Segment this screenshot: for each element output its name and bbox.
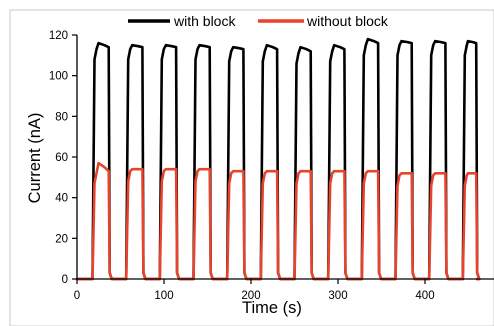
x-tick-label-300: 300 <box>328 290 347 302</box>
x-tick-label-400: 400 <box>415 290 434 302</box>
y-tick-label-20: 20 <box>55 233 68 245</box>
y-axis-ticks: 0 20 40 60 80 100 120 <box>49 30 77 286</box>
chart-border <box>9 9 494 326</box>
y-tick-label-120: 120 <box>49 30 68 42</box>
y-tick-label-80: 80 <box>55 111 68 123</box>
y-tick-label-0: 0 <box>62 274 68 286</box>
legend-label-with-block: with block <box>173 13 236 29</box>
y-tick-label-40: 40 <box>55 193 68 205</box>
x-tick-label-0: 0 <box>74 290 80 302</box>
y-tick-label-60: 60 <box>55 152 68 164</box>
x-axis-ticks: 0 100 200 300 400 <box>74 279 435 302</box>
legend: with block without block <box>128 13 389 29</box>
x-tick-label-100: 100 <box>154 290 173 302</box>
y-tick-label-100: 100 <box>49 71 68 83</box>
y-axis-title: Current (nA) <box>26 113 44 204</box>
x-axis-title: Time (s) <box>242 299 302 317</box>
x-tick-label-200: 200 <box>241 290 260 302</box>
legend-label-without-block: without block <box>306 13 389 29</box>
